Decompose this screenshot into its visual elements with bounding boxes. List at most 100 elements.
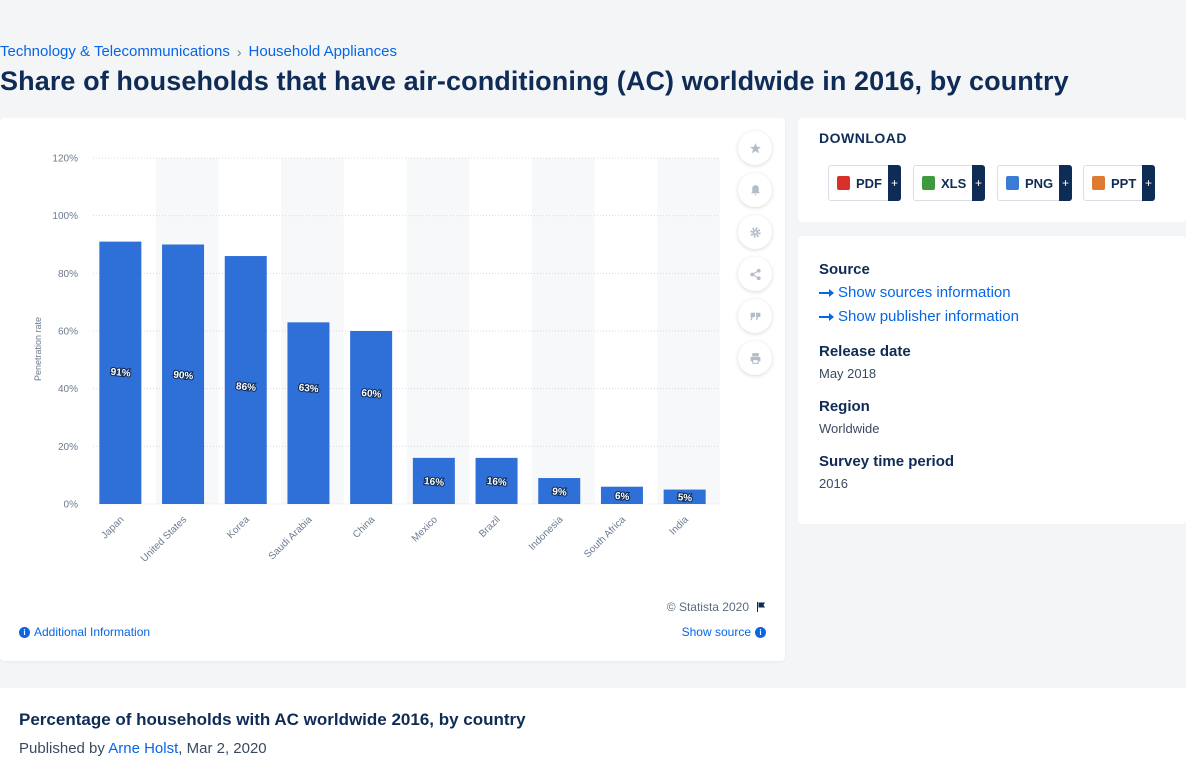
quote-icon[interactable] (738, 299, 772, 333)
download-png-button[interactable]: PNG + (997, 165, 1072, 201)
survey-period-value: 2016 (819, 476, 848, 491)
x-tick-label: United States (139, 514, 189, 564)
show-publisher-link[interactable]: Show publisher information (819, 308, 1019, 325)
x-tick-label: Brazil (477, 514, 502, 539)
bar (475, 457, 518, 504)
x-tick-label: Korea (225, 514, 252, 541)
plus-icon[interactable]: + (1142, 165, 1155, 201)
y-tick-label: 100% (52, 211, 78, 222)
region-value: Worldwide (819, 421, 880, 436)
ppt-file-icon (1092, 176, 1105, 190)
flag-icon[interactable] (755, 601, 767, 613)
column-band (657, 158, 720, 504)
show-sources-label: Show sources information (838, 284, 1011, 301)
plus-icon[interactable]: + (972, 165, 985, 201)
copyright: © Statista 2020 (667, 600, 767, 614)
x-tick-label: Mexico (410, 514, 440, 544)
data-label: 16% (424, 476, 445, 489)
download-xls-button[interactable]: XLS + (913, 165, 985, 201)
xls-file-icon (922, 176, 935, 190)
x-tick-label: Indonesia (527, 514, 566, 553)
breadcrumb-item-technology[interactable]: Technology & Telecommunications (0, 43, 230, 60)
download-ppt-button[interactable]: PPT + (1083, 165, 1155, 201)
bar (538, 478, 581, 504)
download-pdf-button[interactable]: PDF + (828, 165, 901, 201)
data-label: 60% (361, 388, 382, 401)
show-sources-link[interactable]: Show sources information (819, 284, 1011, 301)
y-tick-label: 40% (58, 384, 78, 395)
y-tick-label: 120% (52, 154, 78, 165)
y-tick-label: 20% (58, 442, 78, 453)
data-label: 86% (236, 381, 257, 394)
y-tick-label: 60% (58, 327, 78, 338)
bar (162, 244, 205, 504)
download-pdf-label: PDF (856, 175, 882, 191)
download-card: DOWNLOAD PDF + XLS + PNG + PPT + (798, 118, 1186, 222)
bar (99, 241, 142, 504)
share-icon[interactable] (738, 257, 772, 291)
survey-period-heading: Survey time period (819, 453, 955, 470)
download-ppt-label: PPT (1111, 175, 1137, 191)
bar (663, 489, 706, 504)
show-source-link[interactable]: Show source i (682, 625, 766, 639)
plus-icon[interactable]: + (1059, 165, 1072, 201)
page-title: Share of households that have air-condit… (0, 66, 1069, 96)
show-source-label: Show source (681, 625, 751, 639)
bar (350, 331, 393, 504)
info-icon: i (755, 626, 766, 638)
source-heading: Source (819, 261, 870, 278)
data-label: 90% (173, 370, 194, 383)
column-band (406, 158, 470, 504)
gear-icon[interactable] (738, 215, 772, 249)
bar (412, 457, 455, 504)
bar (600, 486, 643, 504)
breadcrumb: Technology & Telecommunications › Househ… (0, 43, 397, 60)
description-card: Percentage of households with AC worldwi… (0, 688, 1186, 768)
data-label: 9% (552, 486, 567, 498)
data-label: 91% (110, 367, 131, 380)
pdf-file-icon (837, 176, 850, 190)
y-axis-label: Penetration rate (33, 317, 43, 381)
x-tick-label: Japan (99, 514, 126, 541)
x-tick-label: India (668, 514, 691, 537)
bar-chart: 0% 20% 40% 60% 80% 100% 120% Penetration rate 91… (33, 154, 720, 565)
author-link[interactable]: Arne Holst (108, 740, 179, 757)
y-tick-label: 0% (64, 500, 79, 511)
show-publisher-label: Show publisher information (838, 308, 1019, 325)
breadcrumb-item-household-appliances[interactable]: Household Appliances (248, 43, 397, 60)
data-label: 63% (298, 383, 319, 396)
bar (224, 256, 267, 504)
png-file-icon (1006, 176, 1019, 190)
info-card: Source Show sources information Show pub… (798, 236, 1186, 524)
description-title: Percentage of households with AC worldwi… (19, 710, 526, 729)
y-tick-label: 80% (58, 269, 78, 280)
release-date-value: May 2018 (819, 366, 877, 381)
breadcrumb-separator: › (236, 43, 242, 60)
download-title: DOWNLOAD (819, 130, 907, 146)
data-label: 5% (677, 492, 692, 504)
info-icon: i (19, 626, 30, 638)
release-date-heading: Release date (819, 343, 911, 360)
x-tick-label: China (351, 514, 378, 541)
column-band (531, 158, 595, 504)
arrow-right-icon (819, 312, 834, 321)
data-label: 6% (614, 491, 629, 503)
download-xls-label: XLS (941, 175, 967, 191)
download-png-label: PNG (1025, 175, 1054, 191)
x-tick-label: South Africa (582, 514, 628, 560)
additional-information-label: Additional Information (34, 625, 151, 639)
published-prefix: Published by (19, 740, 109, 757)
star-icon[interactable] (738, 131, 772, 165)
x-tick-label: Saudi Arabia (267, 514, 315, 562)
region-heading: Region (819, 398, 870, 415)
print-icon[interactable] (738, 341, 772, 375)
additional-information-link[interactable]: i Additional Information (19, 625, 150, 639)
plus-icon[interactable]: + (888, 165, 901, 201)
chart-card: 0% 20% 40% 60% 80% 100% 120% Penetration rate 91… (0, 118, 785, 661)
published-date: , Mar 2, 2020 (178, 740, 267, 757)
data-label: 16% (486, 476, 507, 489)
bell-icon[interactable] (738, 173, 772, 207)
copyright-text: © Statista 2020 (666, 600, 749, 614)
bar (287, 322, 330, 504)
arrow-right-icon (819, 288, 834, 297)
